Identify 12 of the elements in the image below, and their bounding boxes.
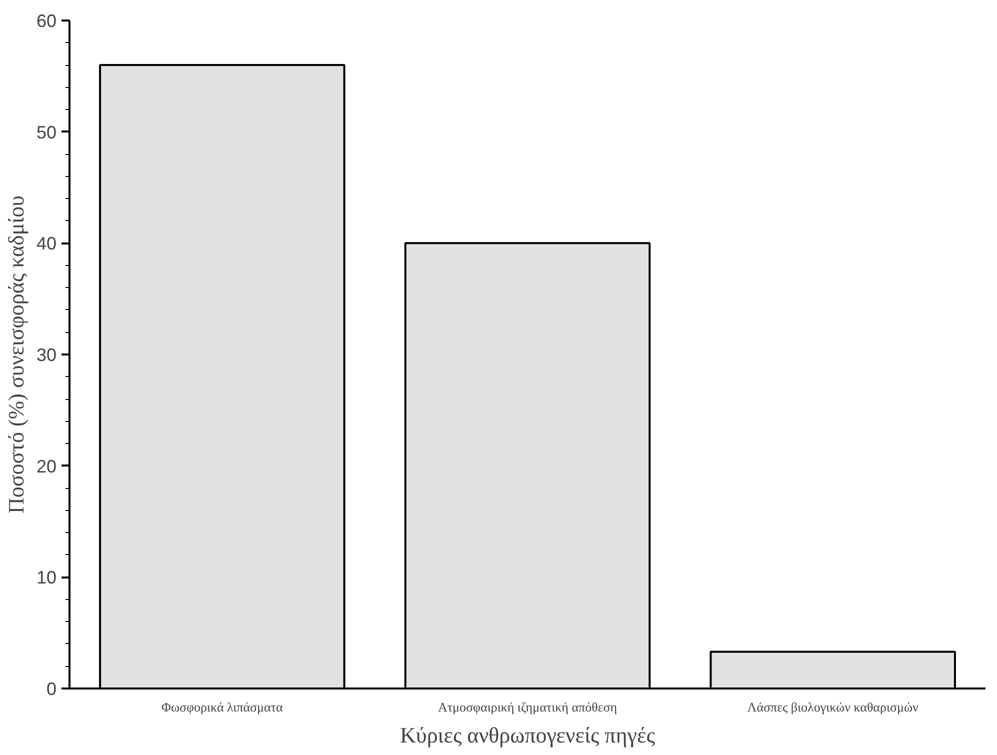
y-axis-title: Ποσοστό (%) συνεισφοράς καδμίου xyxy=(3,195,28,514)
y-tick-label: 20 xyxy=(36,456,57,476)
x-tick-label: Λάσπες βιολογικών καθαρισμών xyxy=(747,700,919,714)
y-tick-label: 40 xyxy=(36,234,57,254)
y-tick-label: 10 xyxy=(36,568,57,588)
y-tick-label: 30 xyxy=(36,345,57,365)
x-tick-label: Ατμοσφαιρική ιζηματική απόθεση xyxy=(438,700,618,714)
y-tick-label: 50 xyxy=(36,122,57,142)
y-tick-label: 60 xyxy=(36,11,57,31)
x-axis-title: Κύριες ανθρωπογενείς πηγές xyxy=(400,722,656,748)
y-tick-label: 0 xyxy=(46,679,57,699)
x-tick-label: Φωσφορικά λιπάσματα xyxy=(161,700,284,714)
